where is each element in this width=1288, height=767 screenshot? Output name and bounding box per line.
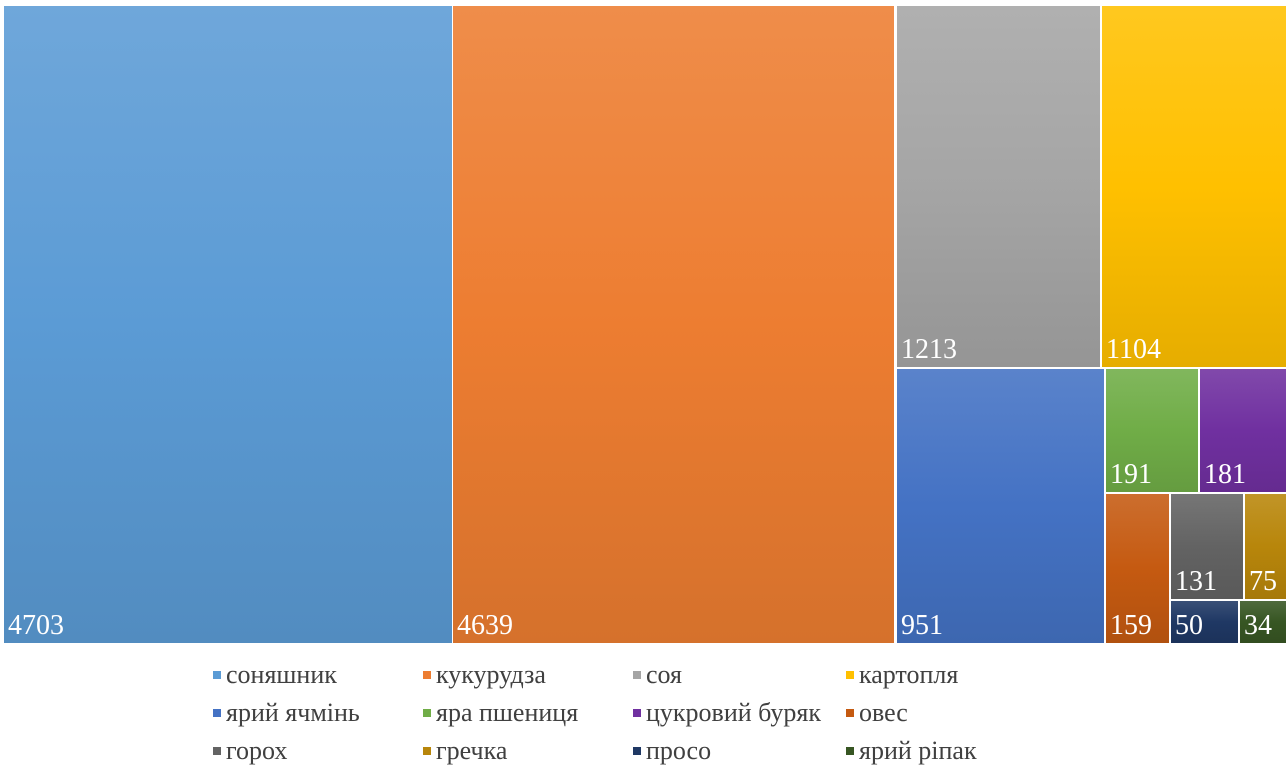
- legend-item: картопля: [846, 660, 1073, 689]
- legend-swatch: [423, 670, 431, 679]
- treemap-tile-rect: [4, 6, 452, 643]
- treemap-tile: 181: [1200, 369, 1286, 492]
- treemap-value-label: 131: [1175, 566, 1217, 597]
- legend-item: соняшник: [213, 660, 423, 689]
- legend-label: просо: [646, 735, 712, 765]
- treemap-value-label: 50: [1175, 610, 1203, 641]
- legend-swatch: [846, 746, 854, 755]
- legend-item: соя: [633, 660, 846, 689]
- legend-swatch: [633, 746, 641, 755]
- treemap-tile-rect: [453, 6, 894, 643]
- treemap-tile: 4703: [4, 6, 452, 643]
- treemap-tile: 191: [1106, 369, 1198, 492]
- legend-item: горох: [213, 736, 423, 765]
- legend-swatch: [633, 670, 641, 679]
- legend-label: ярий ячмінь: [226, 697, 360, 727]
- legend-label: соя: [646, 659, 683, 689]
- treemap-tile-rect: [1106, 494, 1169, 643]
- treemap-value-label: 181: [1204, 459, 1246, 490]
- treemap-tile-rect: [1240, 601, 1286, 643]
- legend-label: соняшник: [226, 659, 337, 689]
- treemap-tile: 1104: [1102, 6, 1286, 367]
- legend-item: ярий ячмінь: [213, 698, 423, 727]
- legend-label: картопля: [859, 659, 959, 689]
- legend-item: цукровий буряк: [633, 698, 846, 727]
- treemap-value-label: 159: [1110, 610, 1152, 641]
- chart-legend: соняшник кукурудза соя картопля ярий ячмінь я…: [213, 660, 1073, 765]
- legend-item: просо: [633, 736, 846, 765]
- legend-label: горох: [226, 735, 288, 765]
- treemap-tile: 1213: [897, 6, 1100, 367]
- legend-label: гречка: [436, 735, 508, 765]
- legend-swatch: [213, 708, 221, 717]
- treemap-value-label: 34: [1244, 610, 1272, 641]
- treemap-tile-rect: [1171, 601, 1238, 643]
- treemap-tile: 50: [1171, 601, 1238, 643]
- legend-label: кукурудза: [436, 659, 546, 689]
- treemap-value-label: 1104: [1106, 334, 1161, 365]
- treemap-tile-rect: [1245, 494, 1286, 599]
- treemap-tile: 34: [1240, 601, 1286, 643]
- treemap-tile: 131: [1171, 494, 1243, 599]
- legend-label: ярий ріпак: [859, 735, 977, 765]
- treemap-tile: 951: [897, 369, 1104, 643]
- treemap-tile-rect: [1106, 369, 1198, 492]
- legend-item: гречка: [423, 736, 633, 765]
- treemap-value-label: 951: [901, 610, 943, 641]
- legend-swatch: [633, 708, 641, 717]
- legend-swatch: [213, 746, 221, 755]
- treemap-value-label: 4703: [8, 610, 64, 641]
- legend-label: яра пшениця: [436, 697, 579, 727]
- legend-item: кукурудза: [423, 660, 633, 689]
- treemap-tile-rect: [1200, 369, 1286, 492]
- treemap-chart: 4703 4639 1213 1104 951 191 181 159 131 75 50 34: [4, 6, 1286, 643]
- legend-item: овес: [846, 698, 1073, 727]
- treemap-tile-rect: [897, 6, 1100, 367]
- legend-swatch: [846, 708, 854, 717]
- treemap-value-label: 4639: [457, 610, 513, 641]
- treemap-value-label: 75: [1249, 566, 1277, 597]
- legend-swatch: [213, 670, 221, 679]
- treemap-value-label: 1213: [901, 334, 957, 365]
- treemap-tile-rect: [1171, 494, 1243, 599]
- legend-swatch: [846, 670, 854, 679]
- treemap-tile: 75: [1245, 494, 1286, 599]
- legend-label: цукровий буряк: [646, 697, 821, 727]
- treemap-value-label: 191: [1110, 459, 1152, 490]
- treemap-tile-rect: [897, 369, 1104, 643]
- treemap-tile: 4639: [453, 6, 894, 643]
- legend-swatch: [423, 708, 431, 717]
- treemap-tile: 159: [1106, 494, 1169, 643]
- legend-swatch: [423, 746, 431, 755]
- legend-item: ярий ріпак: [846, 736, 1073, 765]
- legend-item: яра пшениця: [423, 698, 633, 727]
- treemap-tile-rect: [1102, 6, 1286, 367]
- legend-label: овес: [859, 697, 908, 727]
